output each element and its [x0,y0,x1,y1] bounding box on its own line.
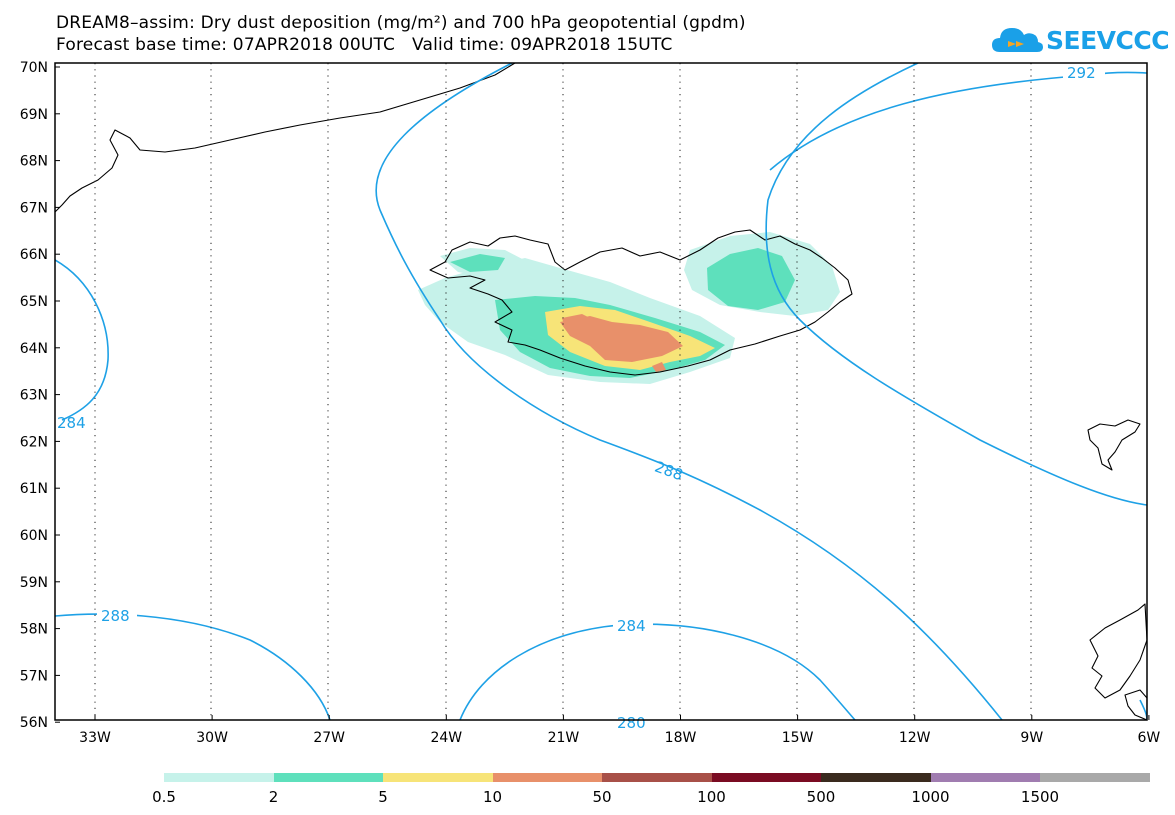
latitude-label: 57N [20,668,48,684]
latitude-label: 59N [20,575,48,591]
latitude-label: 66N [20,247,48,263]
latitude-label: 68N [20,154,48,170]
longitude-label: 18W [665,730,697,746]
latitude-label: 67N [20,200,48,216]
cloud-icon [992,28,1043,52]
colorbar-segment [383,773,493,782]
colorbar-segment [821,773,931,782]
longitude-label: 12W [899,730,931,746]
contour-label-284-west: 284 [57,414,86,432]
longitude-label: 33W [79,730,111,746]
latitude-label: 70N [20,60,48,76]
longitude-label: 9W [1020,730,1043,746]
contour-label-292: 292 [1067,64,1096,82]
longitude-label: 27W [313,730,345,746]
colorbar-level-label: 1000 [911,788,950,806]
longitude-label: 24W [430,730,462,746]
longitude-label: 6W [1138,730,1161,746]
colorbar-level-label: 1500 [1020,788,1060,806]
colorbar-segment [492,773,602,782]
colorbar-level-label: 2 [268,788,279,806]
latitude-label: 62N [20,434,48,450]
longitude-label: 21W [548,730,580,746]
colorbar-level-label: 500 [806,788,836,806]
latitude-label: 69N [20,107,48,123]
longitude-label: 15W [782,730,814,746]
latitude-label: 58N [20,622,48,638]
time-line: Forecast base time: 07APR2018 00UTC Vali… [56,36,673,54]
colorbar-segment [1040,773,1150,782]
deposition-colorbar [164,773,1150,782]
contour-label-288-center: 288 [652,458,685,485]
contour-label-284-south: 284 [617,617,646,635]
colorbar-segment [602,773,712,782]
map-frame [54,62,1148,721]
colorbar-segment [273,773,383,782]
latitude-label: 65N [20,294,48,310]
logo-text: SEEVCCC [1046,25,1170,55]
colorbar-level-label: 100 [697,788,726,806]
graticule [94,63,1032,720]
longitude-label: 30W [196,730,228,746]
colorbar-level-label: 5 [378,788,388,806]
colorbar-segment [711,773,821,782]
dust-shading [418,232,840,384]
coastlines [55,63,1147,720]
contour-label-288-southwest: 288 [101,607,130,625]
latitude-axis: 70N 69N 68N 67N 66N 65N 64N 63N 62N 61N 60N 59N 58N 5… [20,60,60,731]
colorbar-level-label: 50 [592,788,612,806]
latitude-label: 56N [20,715,48,731]
forecast-base-time: Forecast base time: 07APR2018 00UTC [56,35,396,55]
latitude-label: 64N [20,341,48,357]
colorbar-level-label: 0.5 [152,788,176,806]
map-title: DREAM8–assim: Dry dust deposition (mg/m²… [56,13,746,33]
latitude-label: 60N [20,528,48,544]
seevccc-logo: SEEVCCC [990,20,1170,60]
latitude-label: 61N [20,481,48,497]
colorbar-level-label: 10 [482,788,503,806]
latitude-label: 63N [20,388,48,404]
contour-label-280: 280 [617,714,646,732]
geopotential-contours [55,63,1147,720]
longitude-axis: 33W 30W 27W 24W 21W 18W 15W 12W 9W 6W [79,715,1160,746]
valid-time: Valid time: 09APR2018 15UTC [411,35,673,55]
colorbar-segment [164,773,274,782]
colorbar-segment [930,773,1040,782]
